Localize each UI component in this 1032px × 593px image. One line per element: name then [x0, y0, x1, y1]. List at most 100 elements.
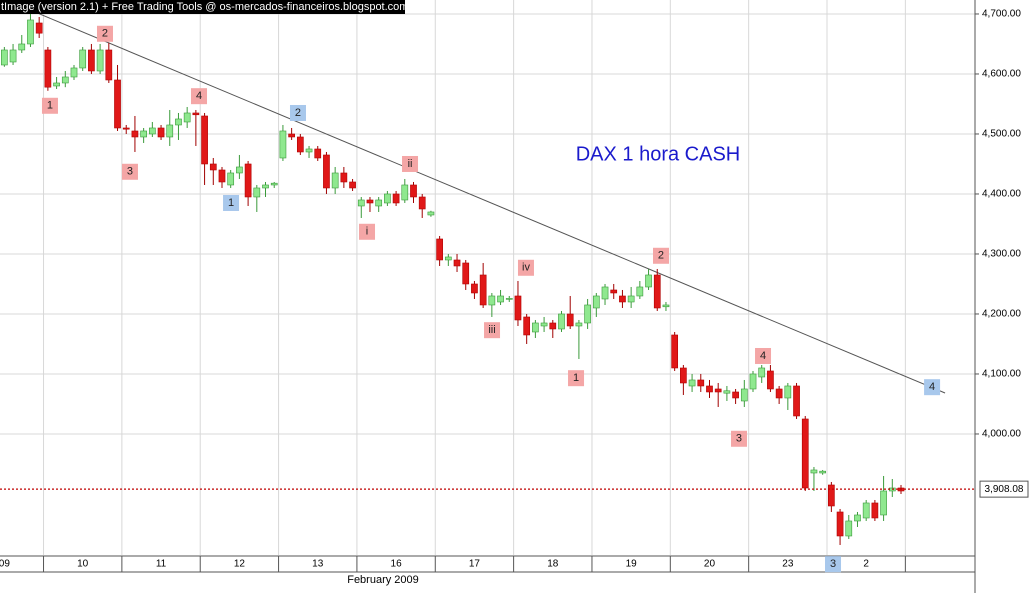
candle-body: [314, 148, 322, 159]
header-bg: [0, 0, 405, 14]
x-tick-label: 20: [704, 559, 716, 570]
wave-label-text: 2: [658, 250, 664, 262]
wave-label: 4: [924, 379, 941, 396]
wave-label-text: 2: [295, 107, 301, 119]
candle-body: [453, 259, 461, 267]
wave-label-box: [568, 370, 585, 387]
candle-body: [636, 286, 644, 297]
y-tick-label: 4,600.00: [982, 69, 1021, 80]
x-tick-label: 13: [312, 559, 324, 570]
wave-label-text: 4: [760, 350, 766, 362]
wave-label-text: ii: [408, 158, 413, 170]
candle-body: [96, 49, 104, 72]
candle-body: [131, 130, 139, 138]
candle-body: [619, 295, 626, 303]
candle-body: [270, 182, 278, 186]
candle-body: [793, 385, 800, 417]
x-tick-label: 2: [863, 559, 869, 570]
candle-body: [105, 49, 113, 81]
price-label: 3,908.08: [985, 484, 1024, 495]
wave-label-text: 4: [929, 381, 935, 393]
wave-label-box: [755, 347, 772, 364]
header: tImage (version 2.1) + Free Trading Tool…: [1, 1, 408, 13]
wave-label: 4: [191, 88, 208, 105]
x-tick-label: 11: [156, 559, 167, 570]
candle-body: [514, 295, 522, 321]
candle-body: [610, 289, 618, 294]
candle-body: [767, 370, 774, 390]
candle-body: [749, 373, 757, 390]
wave-label-box: [289, 104, 306, 121]
wave-label-box: [517, 259, 534, 276]
wave-label-box: [484, 322, 501, 339]
wave-label-text: 4: [196, 90, 202, 102]
wave-label-text: 3: [830, 558, 836, 570]
candle-body: [401, 184, 409, 201]
y-tick-label: 4,200.00: [982, 309, 1021, 320]
candle-body: [192, 112, 200, 116]
wave-label: 1: [568, 370, 585, 387]
candle-body: [532, 322, 539, 333]
x-tick-label: 16: [391, 559, 403, 570]
candle-body: [331, 172, 339, 189]
x-tick-label: 17: [469, 559, 481, 570]
wave-label: 3: [121, 163, 138, 180]
x-tick-label: 09: [0, 559, 10, 570]
candle-body: [79, 49, 87, 69]
wave-label-box: [223, 194, 240, 211]
wave-label-box: [730, 430, 747, 447]
wave-label-text: i: [366, 226, 368, 238]
y-tick-label: 4,400.00: [982, 189, 1021, 200]
candle-body: [801, 418, 809, 489]
x-tick-label: 19: [626, 559, 638, 570]
candle-body: [122, 127, 130, 130]
candle-body: [671, 334, 679, 369]
candle-body: [828, 484, 835, 507]
wave-label: 1: [223, 194, 240, 211]
candle-body: [627, 295, 635, 303]
candle-body: [70, 67, 78, 78]
wave-label-box: [825, 556, 842, 573]
wave-label-box: [359, 223, 376, 240]
candle-body: [488, 295, 496, 306]
candle-body: [253, 187, 261, 198]
wave-label-text: 2: [102, 28, 108, 40]
candle-body: [183, 112, 191, 123]
candle-body: [18, 43, 26, 51]
plot: [0, 9, 975, 545]
candle-body: [723, 390, 731, 394]
wave-label-text: 1: [573, 372, 579, 384]
wave-label: i: [359, 223, 376, 240]
candle-body: [140, 130, 147, 138]
wave-label-box: [652, 247, 669, 264]
y-tick-label: 4,700.00: [982, 9, 1021, 20]
candle-body: [175, 118, 182, 126]
candle-body: [592, 295, 600, 309]
x-tick-label: 18: [547, 559, 559, 570]
wave-label: 2: [652, 247, 669, 264]
y-tick-label: 4,000.00: [982, 429, 1021, 440]
candle-body: [392, 193, 400, 204]
candle-body: [714, 388, 722, 393]
candle-body: [61, 76, 69, 84]
candle-body: [35, 22, 43, 34]
candle-body: [218, 169, 226, 183]
candle-body: [523, 316, 531, 336]
candle-body: [471, 283, 478, 294]
y-tick-label: 4,100.00: [982, 369, 1021, 380]
candle-body: [157, 127, 165, 138]
candle-body: [732, 391, 739, 399]
candle-body: [706, 385, 713, 393]
wave-label-box: [924, 379, 941, 396]
candle-body: [427, 211, 435, 216]
candle-body: [862, 502, 870, 519]
candle-body: [558, 313, 565, 330]
candle-body: [27, 19, 34, 45]
candle-body: [296, 136, 304, 153]
candle-body: [410, 184, 417, 198]
candle-body: [549, 322, 557, 330]
wave-label-box: [402, 155, 419, 172]
candle-body: [775, 388, 783, 399]
